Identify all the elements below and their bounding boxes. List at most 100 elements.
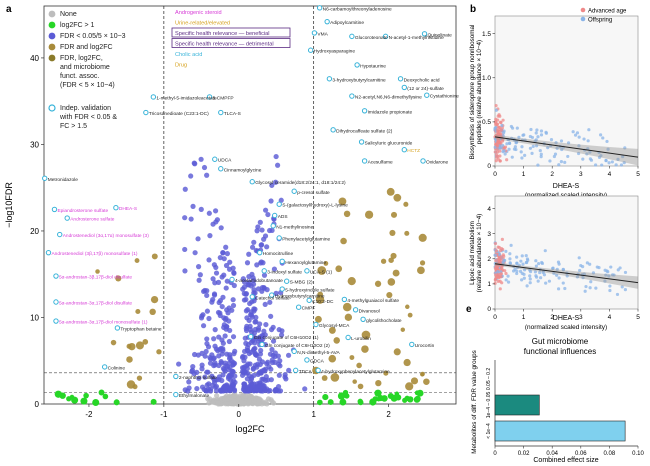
x-tick-label: 4: [608, 171, 612, 178]
point-fdr: [225, 310, 231, 316]
point-offspring: [561, 281, 565, 285]
point-offspring: [534, 144, 539, 148]
point-fdr: [210, 221, 216, 227]
point-fdr-log2fc: [333, 337, 340, 344]
point-fdr: [215, 279, 222, 285]
point-offspring: [508, 261, 513, 266]
point-fdr: [257, 382, 263, 388]
point-none: [230, 393, 237, 399]
legend-swatch-validated: [48, 104, 56, 112]
point-fdr: [222, 316, 229, 323]
point-fdr: [261, 272, 268, 278]
point-fdr-log2fc: [343, 210, 351, 218]
volcano-annotation: Glycosyl-MCA: [319, 323, 350, 329]
point-offspring: [606, 270, 610, 274]
point-fdr-log2fc: [126, 356, 133, 363]
point-fdr-log2fc: [315, 295, 325, 304]
y-tick-label: 0: [487, 306, 491, 313]
point-fdr-log2fc: [328, 326, 336, 334]
point-advanced-age: [502, 146, 507, 150]
point-fdr: [246, 350, 252, 357]
volcano-annotation: Cinnamoylglycine: [224, 167, 262, 173]
point-fdr: [204, 336, 210, 342]
point-validated: [326, 76, 333, 82]
point-offspring: [519, 259, 523, 263]
point-fdr-log2fc: [128, 342, 136, 351]
scatter-siderophore-legend: Advanced age Offspring: [580, 7, 627, 24]
point-validated: [330, 127, 336, 133]
volcano-annotation: Phenylacetylglutamine: [282, 236, 330, 242]
point-fdr: [188, 216, 194, 222]
point-offspring: [534, 264, 538, 268]
point-fdr-log2fc: [393, 193, 402, 202]
point-validated: [304, 357, 310, 363]
legend-label: FDR and log2FC: [60, 44, 113, 51]
point-fdr-log2fc: [404, 230, 410, 236]
point-offspring: [510, 155, 514, 159]
point-validated: [218, 166, 224, 172]
point-log2fc: [372, 396, 378, 402]
point-advanced-age: [498, 159, 502, 163]
point-offspring: [511, 269, 516, 273]
point-fdr: [186, 379, 192, 385]
point-advanced-age: [500, 266, 504, 270]
point-fdr: [224, 251, 230, 257]
legend-swatch: [48, 54, 56, 62]
category-legend-label: Androgenic steroid: [175, 10, 222, 16]
point-fdr: [244, 376, 250, 382]
volcano-annotation: Androstenediol (3α,17α) monosulfate (3): [63, 233, 149, 239]
point-advanced-age: [500, 237, 504, 241]
point-fdr: [252, 319, 258, 325]
point-fdr: [207, 355, 213, 361]
point-fdr: [220, 294, 226, 300]
point-offspring: [543, 249, 547, 253]
point-offspring: [608, 284, 612, 288]
point-fdr: [230, 334, 237, 340]
volcano-annotations: N6-carbamoylthreonyladenosine Adipoylcarn…: [48, 6, 459, 399]
point-offspring: [604, 273, 608, 277]
point-fdr: [227, 385, 233, 392]
point-fdr: [202, 374, 208, 380]
point-advanced-age: [494, 258, 498, 263]
point-fdr: [270, 338, 277, 344]
point-advanced-age: [496, 140, 500, 144]
y-tick-label: 1.0: [482, 75, 491, 82]
point-validated: [315, 367, 321, 374]
point-advanced-age: [494, 153, 499, 157]
point-fdr: [249, 244, 256, 250]
y-tick-label: 40: [30, 54, 39, 63]
point-offspring: [539, 129, 544, 133]
point-fdr: [269, 182, 275, 188]
point-offspring: [533, 270, 537, 274]
point-offspring: [566, 141, 571, 145]
bar-category-label: < 1e−4: [486, 423, 492, 439]
scatter-lipoic-y-sublabel: (relative abundance × 10−4): [476, 214, 483, 293]
volcano-annotation: ADS: [278, 214, 288, 220]
volcano-annotation: Cystathionine: [430, 94, 459, 100]
point-offspring: [528, 281, 532, 285]
bar: [494, 394, 540, 416]
volcano-annotation: glycolithocholate: [366, 318, 402, 324]
legend-label: None: [60, 11, 77, 18]
point-log2fc: [150, 398, 157, 405]
point-offspring: [520, 278, 524, 282]
point-offspring: [502, 149, 506, 153]
point-fdr: [276, 372, 282, 378]
volcano-annotation: UCA-S (1): [310, 269, 333, 275]
volcano-annotation: N2-acetyl,N6,N6-dimethyllysine: [355, 95, 422, 101]
volcano-annotation: Epiandrosterone sulfate: [57, 208, 108, 214]
point-offspring: [521, 133, 525, 137]
point-validated: [261, 268, 267, 274]
scatter-siderophore-x-label: DHEA-S: [553, 183, 580, 190]
point-fdr: [190, 203, 196, 209]
point-validated: [173, 391, 179, 398]
point-fdr-log2fc: [149, 308, 156, 316]
point-fdr-log2fc: [361, 330, 371, 340]
point-fdr-log2fc: [349, 355, 355, 360]
point-offspring: [609, 265, 613, 269]
x-tick-label: 2: [550, 171, 554, 178]
point-offspring: [556, 260, 561, 264]
y-tick-label: 3: [487, 231, 491, 238]
point-validated: [361, 158, 368, 164]
